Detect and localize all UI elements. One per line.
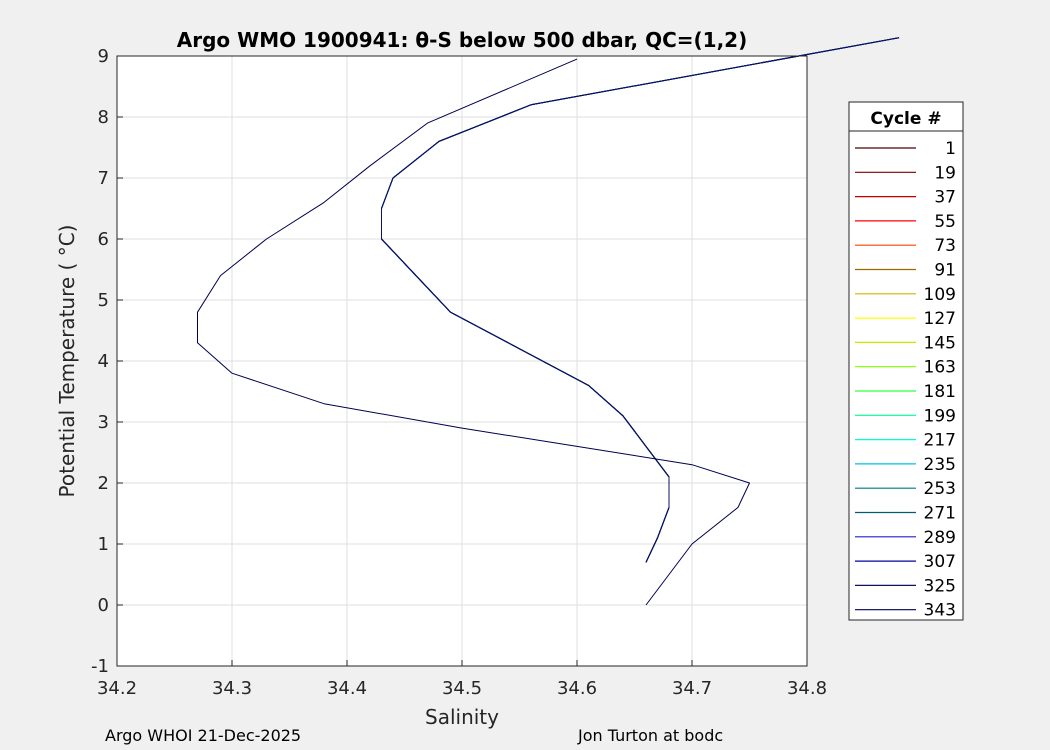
x-tick-label: 34.7 <box>672 678 712 699</box>
legend-items: 1 19 37 55 73 91 109 127 145 163 181 199 217 235 253 27… <box>855 139 956 621</box>
legend-label: 343 <box>924 601 956 621</box>
legend-label: 307 <box>924 552 956 572</box>
legend-box <box>848 101 964 621</box>
series-line-325 <box>381 37 900 563</box>
legend-label: 181 <box>924 382 956 402</box>
series-line-343 <box>197 58 750 606</box>
y-tick-label: 3 <box>98 412 109 433</box>
series-lines <box>197 37 900 606</box>
legend-label: 199 <box>924 406 956 426</box>
legend-label: 289 <box>924 528 956 548</box>
legend-label: 73 <box>934 236 956 256</box>
x-axis-label: Salinity <box>425 705 499 729</box>
x-tick-label: 34.8 <box>787 678 827 699</box>
y-tick-label: 0 <box>98 595 109 616</box>
x-tick-label: 34.5 <box>442 678 482 699</box>
x-tick-label: 34.4 <box>327 678 367 699</box>
y-tick-labels: -1 0 1 2 3 4 5 6 7 8 9 <box>91 46 109 677</box>
legend-label: 163 <box>924 358 956 378</box>
y-tick-label: 8 <box>98 107 109 128</box>
legend-label: 325 <box>924 576 956 596</box>
legend-label: 37 <box>934 188 956 208</box>
axes-box <box>116 55 808 667</box>
chart-title: Argo WMO 1900941: θ-S below 500 dbar, QC… <box>177 28 747 52</box>
legend-label: 109 <box>924 285 956 305</box>
y-axis-label: Potential Temperature ( °C) <box>55 225 79 498</box>
y-tick-label: -1 <box>91 656 109 677</box>
legend-label: 145 <box>924 333 956 353</box>
y-tick-label: 7 <box>98 168 109 189</box>
x-tick-labels: 34.2 34.3 34.4 34.5 34.6 34.7 34.8 <box>97 678 827 699</box>
legend-label: 127 <box>924 309 956 329</box>
x-tick-label: 34.2 <box>97 678 137 699</box>
x-tick-label: 34.3 <box>212 678 252 699</box>
legend-title: Cycle # <box>870 109 941 129</box>
footer-author: Jon Turton at bodc <box>578 726 724 745</box>
y-tick-label: 1 <box>98 534 109 555</box>
y-tick-label: 5 <box>98 290 109 311</box>
y-tick-label: 2 <box>98 473 109 494</box>
legend-label: 235 <box>924 455 956 475</box>
y-tick-label: 6 <box>98 229 109 250</box>
legend-label: 19 <box>934 163 956 183</box>
legend: Cycle # 1 19 37 55 73 91 109 127 145 163 181 199 217… <box>848 101 964 621</box>
legend-label: 55 <box>934 212 956 232</box>
legend-label: 253 <box>924 479 956 499</box>
footer-source: Argo WHOI 21-Dec-2025 <box>105 726 302 745</box>
legend-label: 91 <box>934 261 956 281</box>
legend-label: 271 <box>924 504 956 524</box>
legend-label: 1 <box>945 139 956 159</box>
legend-label: 217 <box>924 431 956 451</box>
x-tick-label: 34.6 <box>557 678 597 699</box>
y-tick-label: 4 <box>98 351 109 372</box>
y-tick-label: 9 <box>98 46 109 67</box>
